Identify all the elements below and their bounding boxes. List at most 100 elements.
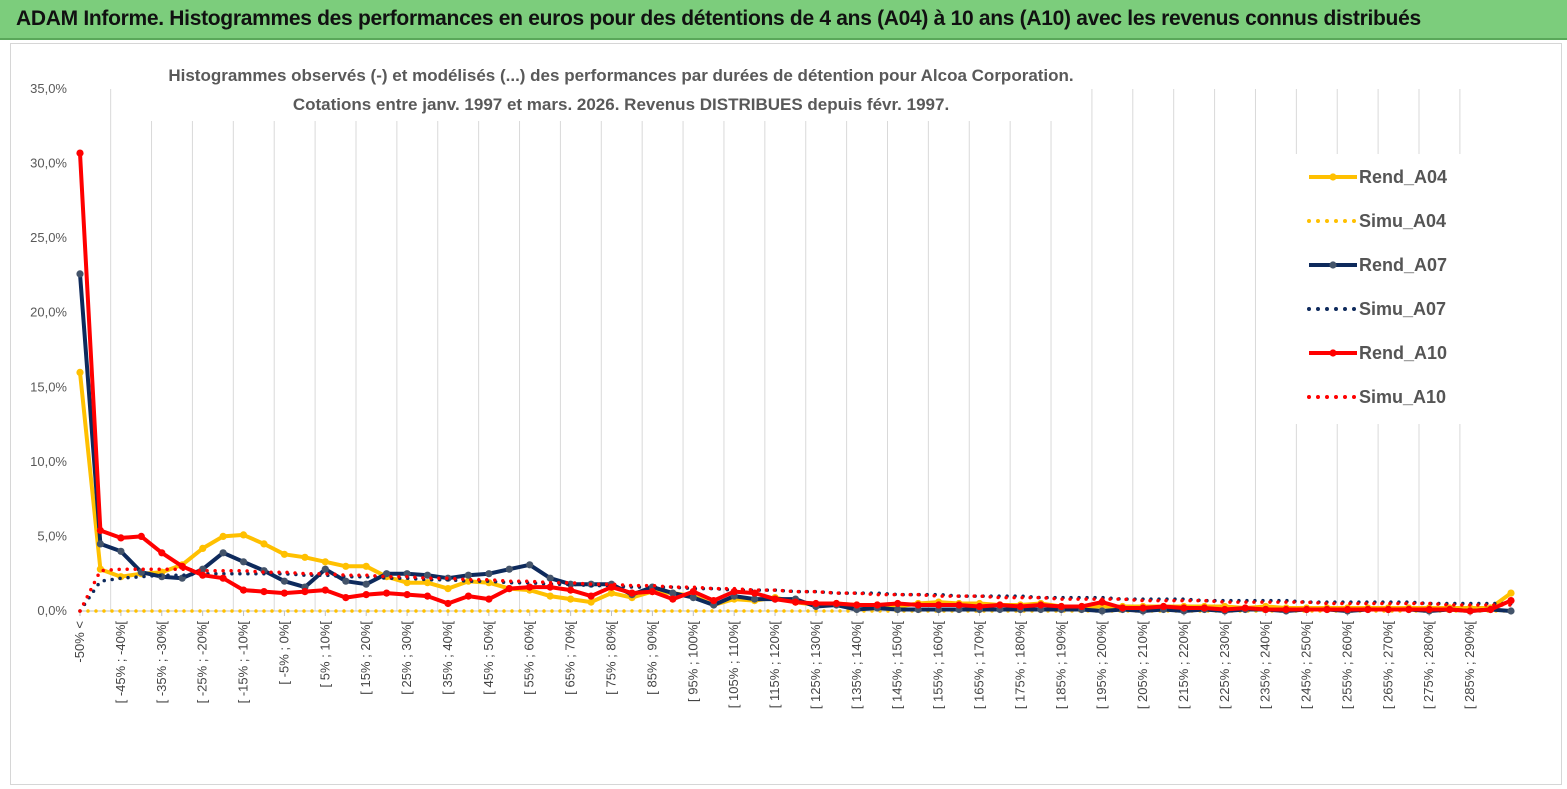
- data-point: [239, 531, 248, 539]
- data-point: [546, 583, 554, 591]
- histogram-chart: Histogrammes observés (-) et modélisés (…: [30, 59, 1515, 710]
- chart-title: Histogrammes observés (-) et modélisés (…: [168, 66, 1073, 85]
- data-point: [301, 553, 309, 561]
- data-point: [117, 534, 125, 542]
- y-tick-label: 35,0%: [30, 81, 67, 96]
- data-point: [76, 270, 84, 278]
- chart-frame: Histogrammes observés (-) et modélisés (…: [10, 43, 1562, 785]
- data-point: [362, 562, 370, 570]
- x-tick-label: [ -45% ; -40%[: [113, 621, 128, 704]
- data-point: [648, 588, 657, 596]
- data-point: [423, 592, 432, 600]
- data-point: [96, 526, 104, 535]
- x-tick-label: [ 55% ; 60%[: [522, 621, 537, 695]
- x-tick-label: [ 75% ; 80%[: [604, 621, 619, 695]
- data-point: [485, 595, 493, 603]
- data-point: [1098, 598, 1106, 606]
- data-point: [1466, 607, 1474, 615]
- data-point: [1221, 605, 1229, 614]
- x-tick-label: [ 125% ; 130%[: [808, 621, 823, 710]
- legend-label: Rend_A07: [1359, 255, 1447, 275]
- data-point: [628, 589, 636, 597]
- data-point: [1343, 605, 1352, 614]
- report-banner: ADAM Informe. Histogrammes des performan…: [0, 0, 1567, 40]
- data-point: [730, 588, 738, 596]
- data-point: [832, 599, 841, 608]
- x-tick-label: [ 215% ; 220%[: [1176, 621, 1191, 710]
- x-tick-label: [ 95% ; 100%[: [685, 621, 700, 702]
- data-point: [1384, 605, 1392, 614]
- y-tick-label: 15,0%: [30, 379, 67, 394]
- data-point: [76, 149, 84, 157]
- data-point: [1057, 602, 1065, 611]
- data-point: [219, 574, 227, 582]
- x-tick-label: [ 185% ; 190%[: [1053, 621, 1068, 710]
- data-point: [321, 586, 329, 594]
- data-point: [505, 585, 513, 593]
- x-tick-label: [ 205% ; 210%[: [1135, 621, 1150, 710]
- y-axis: 0,0% 5,0% 10,0% 15,0% 20,0% 25,0% 30,0% 35,0%: [30, 81, 67, 618]
- data-point: [383, 589, 391, 597]
- data-point: [567, 580, 575, 588]
- x-tick-label: [ 105% ; 110%[: [726, 621, 741, 709]
- data-point: [975, 602, 984, 611]
- data-point: [342, 577, 350, 585]
- x-tick-label: [ 195% ; 200%[: [1094, 621, 1109, 710]
- data-point: [1487, 605, 1495, 614]
- x-tick-label: [ 155% ; 160%[: [931, 621, 946, 710]
- data-point: [444, 599, 452, 608]
- data-point: [239, 586, 248, 594]
- data-point: [546, 592, 554, 600]
- data-point: [280, 589, 288, 597]
- data-point: [689, 594, 697, 602]
- data-point: [526, 561, 534, 569]
- x-axis: -50% < [ -45% ; -40%[[ -35% ; -30%[[ -25%…: [72, 610, 1511, 710]
- x-tick-label: [ 15% ; 20%[: [358, 621, 373, 695]
- legend-box: [1281, 154, 1481, 424]
- data-point: [1507, 589, 1515, 597]
- x-tick-label: [ -25% ; -20%[: [195, 621, 210, 704]
- data-point: [1200, 604, 1208, 612]
- data-point: [117, 547, 125, 555]
- data-point: [1098, 607, 1106, 615]
- vertical-gridlines: [110, 89, 1461, 611]
- data-point: [423, 571, 432, 579]
- data-point: [1364, 605, 1372, 614]
- data-point: [1405, 605, 1413, 614]
- data-point: [403, 591, 411, 599]
- data-point: [955, 601, 963, 609]
- data-point: [137, 532, 145, 540]
- data-point: [199, 544, 207, 552]
- title-backdrop: [151, 59, 1091, 121]
- x-tick-label: [ 115% ; 120%[: [767, 621, 782, 709]
- legend-label: Simu_A07: [1359, 299, 1446, 319]
- legend-marker: [1329, 349, 1337, 357]
- data-point: [546, 574, 554, 582]
- data-point: [158, 549, 166, 557]
- data-point: [1425, 605, 1433, 614]
- legend-label: Rend_A04: [1359, 167, 1447, 187]
- data-point: [812, 599, 820, 608]
- x-tick-label: [ 165% ; 170%[: [971, 621, 986, 710]
- data-point: [1303, 605, 1311, 614]
- data-point: [1078, 602, 1086, 611]
- data-point: [771, 595, 779, 603]
- series-line-simu-a10: [78, 567, 1513, 613]
- x-tick-label: [ 35% ; 40%[: [440, 621, 455, 695]
- data-point: [853, 601, 861, 609]
- data-point: [280, 550, 288, 558]
- y-tick-label: 20,0%: [30, 305, 67, 320]
- x-tick-label: [ 45% ; 50%[: [481, 621, 496, 695]
- data-point: [894, 599, 902, 608]
- data-point: [260, 540, 268, 548]
- data-point: [669, 595, 677, 603]
- data-point: [321, 558, 329, 566]
- legend-label: Simu_A04: [1359, 211, 1446, 231]
- data-point: [1262, 605, 1270, 614]
- data-point: [199, 571, 207, 579]
- data-point: [587, 598, 595, 606]
- data-point: [914, 601, 922, 609]
- x-tick-label: [ 65% ; 70%[: [563, 621, 578, 695]
- x-tick-label: [ 135% ; 140%[: [849, 621, 864, 710]
- data-point: [260, 588, 268, 596]
